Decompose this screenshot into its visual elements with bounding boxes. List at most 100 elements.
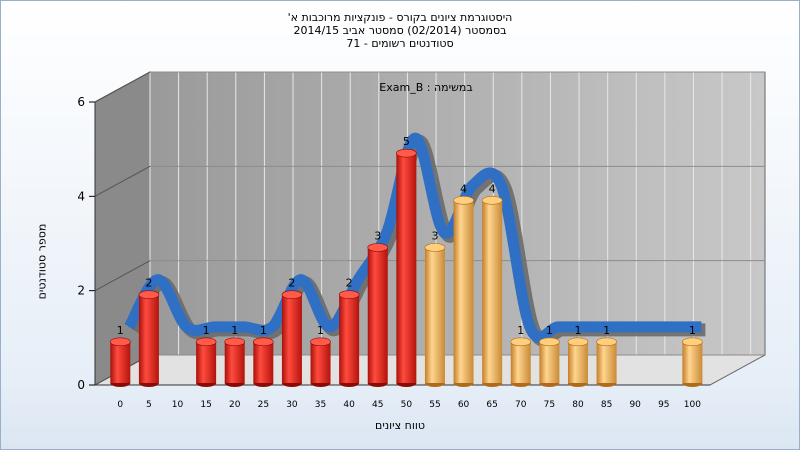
x-axis-title: טווח ציונים [375, 419, 425, 432]
bar [567, 337, 589, 387]
bar-top [253, 337, 274, 347]
bar-value-label: 1 [689, 324, 696, 337]
bar-value-label: 3 [374, 230, 381, 243]
x-tick-label: 20 [229, 400, 241, 410]
bar [396, 148, 417, 387]
x-tick-label: 15 [200, 400, 211, 410]
bar-top [481, 196, 503, 205]
bar-body [510, 341, 531, 383]
grid-line-y-side [94, 165, 151, 197]
bar-top [367, 243, 389, 252]
bar-body [281, 294, 302, 383]
bar [338, 290, 360, 387]
bar-body [138, 294, 159, 383]
y-tick-label: 4 [77, 189, 85, 203]
bar-body [110, 341, 131, 383]
bar-value-label: 1 [203, 324, 210, 337]
x-tick-label: 50 [401, 400, 413, 410]
bar-value-label: 1 [317, 324, 324, 337]
bar-body [453, 200, 474, 383]
bar-value-label: 2 [145, 277, 152, 290]
bar-value-label: 1 [546, 324, 553, 337]
bar-value-label: 1 [117, 324, 124, 337]
x-tick-label: 30 [286, 400, 298, 410]
bar-top [424, 243, 446, 252]
x-tick-label: 100 [684, 400, 701, 410]
bar [453, 196, 474, 387]
x-tick-label: 90 [629, 400, 641, 410]
bar-value-label: 1 [517, 324, 524, 337]
bar-top [682, 337, 703, 347]
bar-top [338, 290, 360, 299]
bar [510, 337, 532, 387]
bar-value-label: 1 [231, 324, 238, 337]
bar-top [138, 290, 160, 299]
x-tick-label: 0 [117, 400, 123, 410]
bar [195, 337, 217, 387]
x-tick-label: 35 [315, 400, 326, 410]
x-tick-label: 95 [658, 400, 669, 410]
bar [224, 337, 246, 387]
bar [682, 337, 703, 387]
bar-body [196, 341, 217, 383]
bar-body [567, 341, 588, 383]
x-tick-label: 5 [146, 400, 152, 410]
bar-top [224, 337, 246, 347]
bar-body [253, 341, 274, 383]
grid-line-y-side [94, 260, 151, 292]
bar [424, 243, 446, 387]
chart-title-line-3: סטודנטים רשומים - 71 [346, 37, 454, 50]
bar-top [510, 337, 532, 347]
bar-body [367, 247, 388, 383]
bar-top [310, 337, 331, 347]
x-tick-label: 60 [458, 400, 470, 410]
bar-value-label: 4 [489, 182, 496, 195]
task-annotation: במשימה : Exam_B [379, 81, 473, 94]
bar-top [396, 148, 417, 158]
chart-title-line-1: היסטוגרמת ציונים בקורס - פונקציות מרוכבו… [287, 11, 513, 24]
y-axis-title: מספר סטודנטים [35, 223, 49, 300]
y-tick-label: 6 [77, 95, 85, 109]
bar-value-label: 2 [346, 277, 353, 290]
bar-value-label: 1 [603, 324, 610, 337]
x-tick-label: 45 [372, 400, 383, 410]
bar-top [110, 337, 131, 347]
bar-body [539, 341, 560, 383]
bar-top [195, 337, 217, 347]
bar-body [596, 341, 617, 383]
bar-value-label: 2 [288, 277, 295, 290]
bar-body [224, 341, 245, 383]
bar-value-label: 4 [460, 182, 467, 195]
bar [539, 337, 560, 387]
bar-body [482, 200, 503, 383]
bar-body [339, 294, 360, 383]
bar-top [281, 290, 303, 299]
grid-line-y-side [94, 71, 151, 103]
bar [138, 290, 160, 387]
bar [310, 337, 331, 387]
bar [481, 196, 503, 387]
x-tick-label: 10 [172, 400, 184, 410]
chart-title-line-2: בסמסטר (02/2014) סמסטר אביב 2014/15 [293, 24, 507, 37]
bar-value-label: 3 [431, 230, 438, 243]
smoothed-curve [124, 132, 702, 343]
x-tick-label: 40 [343, 400, 355, 410]
bar [596, 337, 617, 387]
bar-body [682, 341, 703, 383]
x-tick-label: 65 [486, 400, 497, 410]
x-tick-label: 55 [429, 400, 440, 410]
x-tick-label: 70 [515, 400, 527, 410]
bar-top [453, 196, 474, 205]
bar-body [424, 247, 445, 383]
bar-value-label: 5 [403, 135, 410, 148]
x-tick-label: 75 [544, 400, 555, 410]
bar-value-label: 1 [260, 324, 267, 337]
bar-body [396, 153, 417, 383]
x-tick-label: 80 [572, 400, 584, 410]
y-tick-label: 2 [77, 284, 85, 298]
bar [367, 243, 389, 387]
y-tick-label: 0 [77, 378, 85, 392]
bar [110, 337, 131, 387]
x-tick-label: 85 [601, 400, 612, 410]
